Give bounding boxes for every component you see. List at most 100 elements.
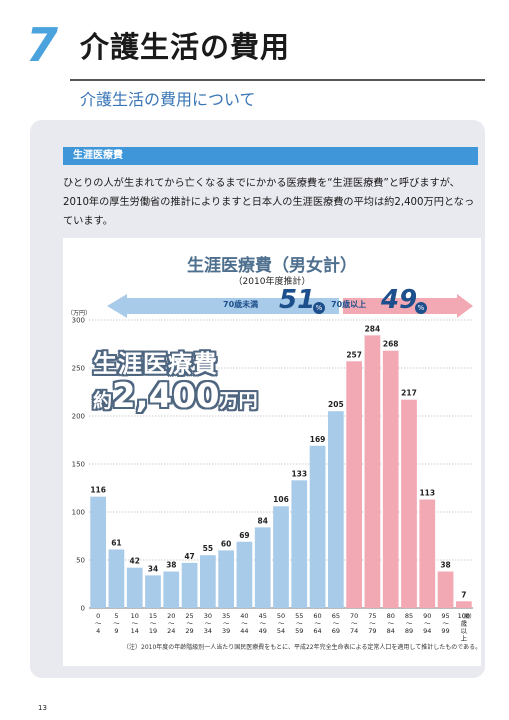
bar [309,445,326,608]
bar [382,350,399,608]
x-tick-label: 35 [222,612,230,620]
bar [291,480,308,608]
chapter-title: 介護生活の費用 [80,30,291,64]
chart-subtitle: （2010年度推計） [233,277,311,287]
x-tick-label: 〜 [369,620,376,628]
content-panel: 生涯医療費 ひとりの人が生まれてから亡くなるまでにかかる医療費を“生涯医療費”と… [30,120,485,678]
y-tick-label: 150 [72,461,85,469]
x-tick-label: 25 [185,612,193,620]
data-label: 60 [221,539,231,548]
x-tick-label: 40 [240,612,248,620]
title-rule [70,79,485,81]
bar [401,399,417,608]
x-tick-label: 90 [423,612,431,620]
callout-suffix: 万円 [219,390,258,412]
x-tick-label: 20 [167,612,175,620]
x-tick-label: 60 [313,612,321,620]
x-tick-label: 以 [461,627,468,635]
y-tick-label: 300 [72,317,85,325]
data-label: 69 [239,531,249,540]
x-tick-label: 74 [350,627,358,635]
x-tick-label: 10 [131,612,139,620]
y-tick-label: 0 [81,605,85,613]
x-tick-label: 94 [423,627,431,635]
data-label: 284 [365,324,381,333]
callout-title: 生涯医療費 [93,350,218,378]
x-tick-label: 59 [295,627,303,635]
x-tick-label: 65 [332,612,340,620]
bar [455,601,472,608]
bar [364,335,381,608]
x-tick-label: 99 [441,627,449,635]
x-tick-label: 15 [149,612,157,620]
data-label: 38 [440,561,450,570]
x-tick-label: 89 [405,627,413,635]
bar [254,527,271,608]
x-tick-label: 〜 [278,620,285,628]
data-label: 133 [291,469,307,478]
y-axis-unit: （万円） [67,310,92,317]
x-tick-label: 75 [368,612,376,620]
x-tick-label: 30 [204,612,212,620]
data-label: 34 [148,564,158,573]
share-over70-percent: 49 [381,285,418,315]
x-tick-label: 34 [204,627,212,635]
callout-prefix: 約 [93,390,113,412]
chapter-number: 7 [26,18,59,72]
x-tick-label: 95 [441,612,449,620]
data-label: 217 [401,389,417,398]
x-tick-label: 〜 [113,620,120,628]
data-label: 169 [310,435,326,444]
chart-footnote: （注）2010年度の年齢階級別一人当たり国民医療費をもとに、平成22年完全生命表… [123,644,482,651]
data-label: 106 [273,495,289,504]
bar [273,506,289,608]
x-tick-label: 49 [259,627,267,635]
bar [90,496,107,608]
x-tick-label: 9 [114,627,118,635]
y-tick-label: 50 [76,557,85,565]
data-label: 7 [461,590,466,599]
x-tick-label: 〜 [241,620,248,628]
x-tick-label: 5 [114,612,118,620]
x-tick-label: 54 [277,627,285,635]
bar [437,571,454,608]
data-label: 42 [129,557,139,566]
bar [419,499,436,608]
data-label: 61 [111,538,121,547]
x-tick-label: 〜 [259,620,266,628]
y-tick-label: 200 [72,413,85,421]
x-tick-label: 〜 [424,620,431,628]
bar [181,562,198,608]
bar [145,575,161,608]
x-tick-label: 55 [295,612,303,620]
x-tick-label: 〜 [131,620,138,628]
x-tick-label: 69 [332,627,340,635]
y-tick-label: 250 [72,365,85,373]
x-tick-label: 50 [277,612,285,620]
x-tick-label: 64 [313,627,321,635]
x-tick-label: 〜 [314,620,321,628]
x-tick-label: 100 [458,612,470,620]
under70-arrow [107,294,339,318]
x-tick-label: 〜 [186,620,193,628]
bar [199,555,216,608]
x-tick-label: 〜 [333,620,340,628]
data-label: 268 [383,340,399,349]
x-tick-label: 〜 [296,620,303,628]
x-tick-label: 80 [387,612,395,620]
x-tick-label: 0 [96,612,100,620]
x-tick-label: 39 [222,627,230,635]
share-under70-label: 70歳未満 [223,300,259,309]
x-tick-label: 〜 [168,620,175,628]
page-subtitle: 介護生活の費用について [80,90,256,109]
data-label: 116 [90,486,106,495]
x-tick-label: 29 [185,627,193,635]
section-body: ひとりの人が生まれてから亡くなるまでにかかる医療費を“生涯医療費”と呼びますが、… [63,178,475,227]
x-tick-label: 〜 [95,620,102,628]
x-tick-label: 上 [461,634,468,643]
data-label: 113 [419,489,435,498]
x-axis-unit: （歳） [458,612,475,620]
x-tick-label: 〜 [387,620,394,628]
callout-number: 2,400 [112,376,220,416]
x-tick-label: 〜 [223,620,230,628]
